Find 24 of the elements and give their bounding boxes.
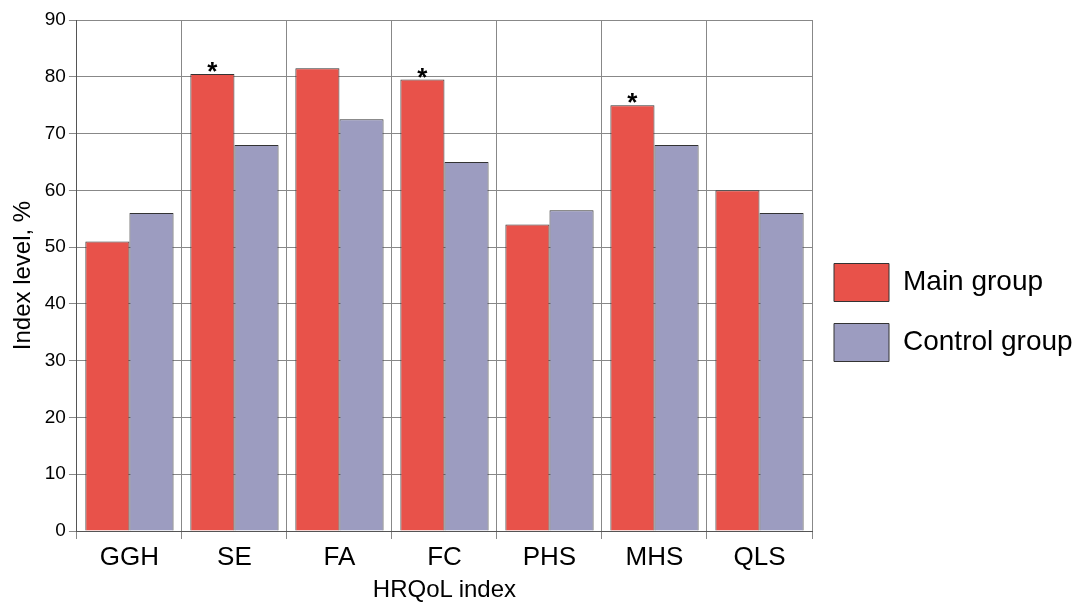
x-tick-label: PHS: [522, 540, 577, 571]
y-axis-title: Index level, %: [8, 200, 36, 351]
y-tick-label: 0: [55, 519, 66, 541]
annotation: *: [207, 56, 219, 87]
x-tick-label: MHS: [625, 540, 684, 571]
y-tick-label: 90: [44, 8, 66, 30]
y-tick-label: 80: [44, 65, 66, 87]
y-tick-label: 10: [44, 462, 66, 484]
y-tick-label: 20: [44, 405, 66, 427]
legend-label: Control group: [903, 325, 1073, 357]
annotation: *: [417, 61, 429, 92]
x-tick-label: FA: [323, 540, 357, 571]
x-tick-label: FC: [427, 540, 462, 571]
x-tick-label: QLS: [733, 540, 786, 571]
annotation: *: [627, 87, 639, 118]
x-axis-title: HRQoL index: [372, 575, 517, 603]
x-tick-label: GGH: [99, 540, 160, 571]
y-tick-label: 50: [44, 235, 66, 257]
y-tick-label: 40: [44, 292, 66, 314]
legend-label: Main group: [903, 265, 1044, 297]
y-tick-label: 30: [44, 348, 66, 370]
x-tick-label: SE: [217, 540, 252, 571]
y-tick-label: 60: [44, 178, 66, 200]
y-tick-label: 70: [44, 121, 66, 143]
